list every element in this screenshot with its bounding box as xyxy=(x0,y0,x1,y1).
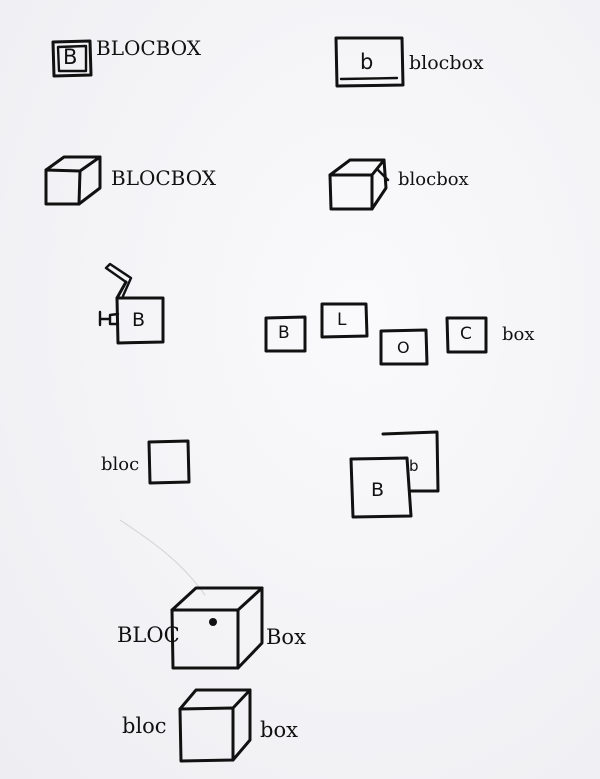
logo1-letter: B xyxy=(63,45,78,69)
logo1-wordmark: BLOCBOX xyxy=(96,36,202,60)
logo6-letter-l: L xyxy=(337,310,347,330)
logo4-wordmark: blocbox xyxy=(398,169,469,190)
logo3-wordmark: BLOCBOX xyxy=(111,166,217,190)
logo6-letter-o: O xyxy=(397,338,410,357)
logo9-right-word: Box xyxy=(266,625,306,649)
logo6-boxes xyxy=(264,302,488,366)
logo5-box xyxy=(98,262,165,345)
logo2-box xyxy=(334,36,405,88)
logo9-cube xyxy=(170,586,264,670)
logo4-cube xyxy=(328,158,390,211)
logo6-letter-c: C xyxy=(460,324,472,344)
logo3-cube xyxy=(44,155,102,206)
logo10-right-word: box xyxy=(260,718,298,742)
logo6-wordmark: box xyxy=(502,324,535,345)
logo10-cube xyxy=(178,688,252,763)
logo6-letter-b: B xyxy=(278,323,290,343)
logo10-left-word: bloc xyxy=(122,714,167,738)
logo8-front-letter: B xyxy=(371,479,385,501)
logo8-back-letter: b xyxy=(409,457,419,475)
logo5-letter: B xyxy=(132,309,146,331)
logo8-boxes xyxy=(349,430,440,519)
logo2-wordmark: blocbox xyxy=(409,52,484,74)
logo9-left-word: BLOC xyxy=(117,623,180,647)
logo2-letter: b xyxy=(360,50,374,74)
logo7-box xyxy=(147,439,191,485)
logo7-wordmark: bloc xyxy=(101,454,140,475)
logo1-box xyxy=(51,39,93,78)
